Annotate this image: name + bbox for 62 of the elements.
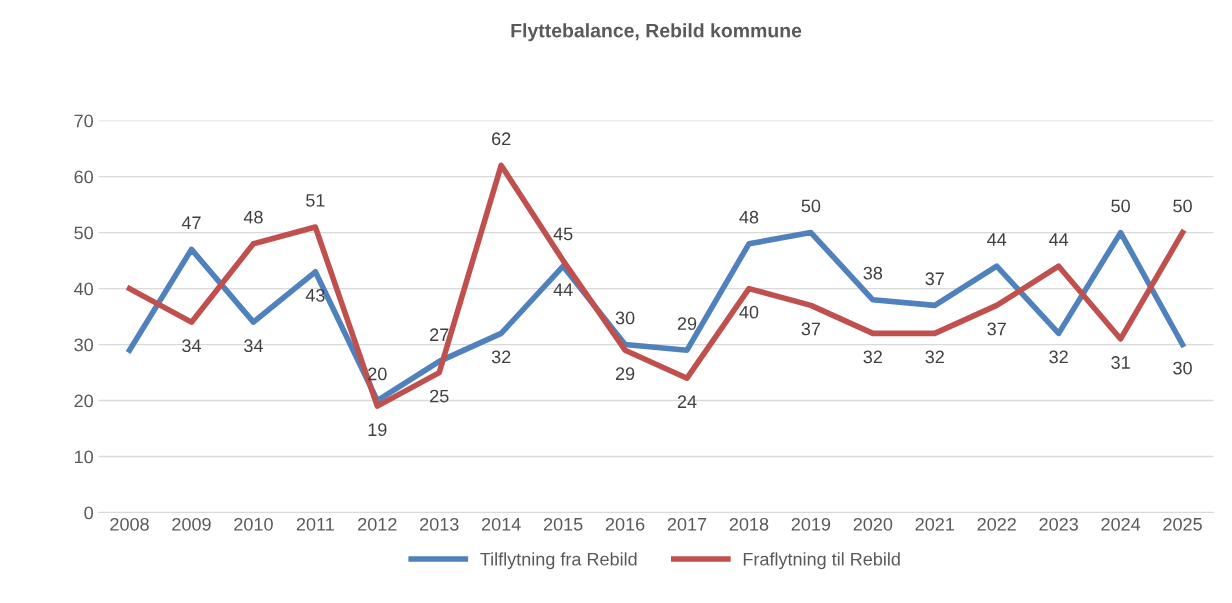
data-label: 40: [739, 305, 759, 319]
data-label: 34: [244, 339, 263, 353]
data-label: 50: [1173, 199, 1192, 213]
legend-label: Fraflytning til Rebild: [743, 552, 900, 570]
data-label: 38: [863, 266, 883, 280]
data-label: 44: [553, 283, 573, 296]
x-tick-label: 2024: [1101, 517, 1141, 531]
x-tick-label: 2023: [1039, 517, 1078, 531]
data-label: 44: [987, 233, 1007, 246]
x-tick-label: 2022: [977, 517, 1016, 531]
data-label: 29: [615, 367, 635, 381]
y-tick-label: 70: [74, 114, 93, 128]
data-label: 19: [368, 423, 387, 437]
data-label: 62: [492, 132, 511, 146]
data-label: 37: [925, 272, 944, 286]
data-label: 20: [368, 367, 387, 381]
x-tick-label: 2013: [420, 517, 459, 531]
x-tick-label: 2008: [110, 517, 149, 531]
data-label: 31: [1111, 356, 1130, 369]
x-tick-label: 2021: [915, 517, 954, 531]
data-label: 43: [305, 288, 325, 302]
data-label: 47: [181, 216, 201, 229]
data-label: 45: [553, 227, 573, 241]
x-tick-label: 2018: [729, 517, 769, 531]
y-tick-label: 30: [74, 338, 93, 352]
data-label: 32: [863, 350, 882, 364]
data-label: 32: [1049, 350, 1068, 364]
data-label: 30: [615, 311, 635, 325]
x-tick-label: 2020: [853, 517, 893, 531]
chart-title: Flyttebalance, Rebild kommune: [511, 23, 802, 42]
legend-label: Tilflytning fra Rebild: [480, 552, 637, 570]
y-tick-label: 50: [74, 226, 93, 240]
y-tick-label: 20: [74, 394, 93, 408]
x-tick-label: 2010: [234, 517, 273, 531]
y-tick-label: 0: [84, 506, 93, 520]
data-label: 51: [306, 194, 325, 207]
data-label: 37: [987, 322, 1006, 336]
y-tick-label: 40: [74, 282, 93, 296]
x-tick-label: 2025: [1163, 517, 1202, 531]
data-label: 32: [925, 350, 944, 364]
y-tick-label: 10: [74, 450, 93, 464]
x-tick-label: 2015: [543, 517, 583, 531]
x-tick-label: 2017: [667, 517, 707, 531]
data-label: 50: [801, 199, 821, 213]
x-tick-label: 2019: [791, 517, 831, 531]
data-label: 25: [430, 389, 449, 403]
data-label: 34: [182, 339, 201, 353]
x-tick-label: 2014: [482, 517, 521, 531]
x-tick-label: 2009: [172, 517, 211, 531]
data-label: 37: [801, 322, 821, 336]
data-label: 48: [739, 210, 759, 224]
data-label: 24: [677, 395, 697, 408]
data-label: 48: [243, 210, 263, 224]
x-tick-label: 2012: [358, 517, 397, 531]
data-label: 29: [677, 317, 697, 330]
y-tick-label: 60: [74, 170, 93, 184]
data-label: 32: [491, 350, 511, 364]
x-tick-label: 2011: [296, 517, 334, 531]
x-tick-label: 2016: [605, 517, 645, 531]
data-label: 44: [1049, 233, 1069, 246]
data-label: 30: [1173, 361, 1192, 375]
data-label: 50: [1111, 199, 1130, 213]
